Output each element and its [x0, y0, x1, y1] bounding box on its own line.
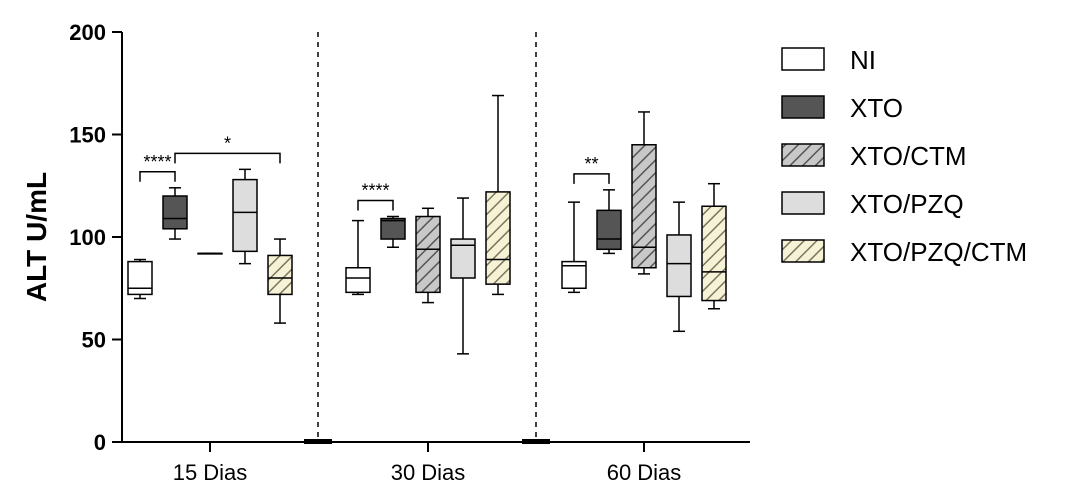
significance-bracket: **** — [139, 152, 176, 182]
box-0-1 — [162, 187, 188, 240]
axis-break-marker — [304, 439, 332, 444]
box-0-0 — [127, 258, 153, 300]
box-2-0 — [561, 201, 587, 294]
box-body — [415, 215, 441, 294]
box-0-2 — [197, 252, 223, 255]
significance-label: **** — [143, 152, 171, 172]
significance-label: ** — [584, 154, 598, 174]
legend: NI XTO XTO/CTM XTO/PZQ XTO/PZQ/CTM — [781, 45, 1027, 267]
significance-layer: *********** — [139, 133, 610, 211]
bracket-line — [357, 199, 394, 211]
legend-item: XTO — [781, 93, 903, 123]
plot-layer — [127, 94, 727, 355]
significance-bracket: **** — [357, 181, 394, 211]
legend-label: XTO/PZQ — [850, 189, 964, 219]
box-2-2 — [631, 111, 657, 275]
axis-layer: 0 50 100 150 200 ALT U/mL 15 Dias 30 Dias 60 Dia… — [21, 20, 750, 485]
box-0-3 — [232, 168, 258, 265]
y-tick-label: 150 — [69, 123, 106, 148]
box-1-3 — [450, 197, 476, 355]
box-body — [666, 234, 692, 298]
box-body — [232, 178, 258, 253]
significance-bracket: * — [174, 133, 281, 164]
x-group-label: 15 Dias — [173, 460, 248, 485]
significance-bracket: ** — [573, 154, 610, 184]
x-group-label: 60 Dias — [607, 460, 682, 485]
box-body — [701, 205, 727, 302]
box-1-2 — [415, 207, 441, 304]
box-body — [267, 254, 293, 296]
box-1-0 — [345, 219, 371, 296]
axis-break-marker — [522, 439, 550, 444]
box-body — [485, 191, 511, 285]
box-2-4 — [701, 182, 727, 310]
y-axis-title: ALT U/mL — [21, 172, 52, 302]
box-body — [631, 144, 657, 269]
significance-label: **** — [361, 181, 389, 201]
legend-swatch — [781, 239, 825, 263]
box-2-3 — [666, 201, 692, 333]
legend-item: XTO/CTM — [781, 141, 967, 171]
legend-label: XTO/PZQ/CTM — [850, 237, 1027, 267]
box-2-1 — [596, 189, 622, 255]
box-body — [345, 267, 371, 294]
bracket-line — [573, 173, 610, 184]
box-body — [162, 195, 188, 230]
box-1-1 — [380, 215, 406, 248]
legend-swatch — [781, 95, 825, 119]
bracket-line — [139, 171, 176, 182]
bracket-line — [174, 152, 281, 164]
y-tick-label: 50 — [82, 328, 106, 353]
legend-swatch — [781, 143, 825, 167]
legend-item: NI — [781, 45, 876, 75]
significance-label: * — [224, 133, 231, 153]
box-1-4 — [485, 94, 511, 296]
legend-swatch — [781, 191, 825, 215]
y-tick-label: 0 — [94, 430, 106, 455]
legend-item: XTO/PZQ — [781, 189, 964, 219]
legend-label: XTO/CTM — [850, 141, 967, 171]
y-tick-label: 200 — [69, 20, 106, 45]
box-body — [380, 217, 406, 240]
box-body — [127, 260, 153, 296]
legend-item: XTO/PZQ/CTM — [781, 237, 1027, 267]
legend-label: NI — [850, 45, 876, 75]
legend-label: XTO — [850, 93, 903, 123]
y-tick-label: 100 — [69, 225, 106, 250]
box-0-4 — [267, 238, 293, 324]
legend-swatch — [781, 47, 825, 71]
box-body — [596, 209, 622, 251]
x-group-label: 30 Dias — [391, 460, 466, 485]
